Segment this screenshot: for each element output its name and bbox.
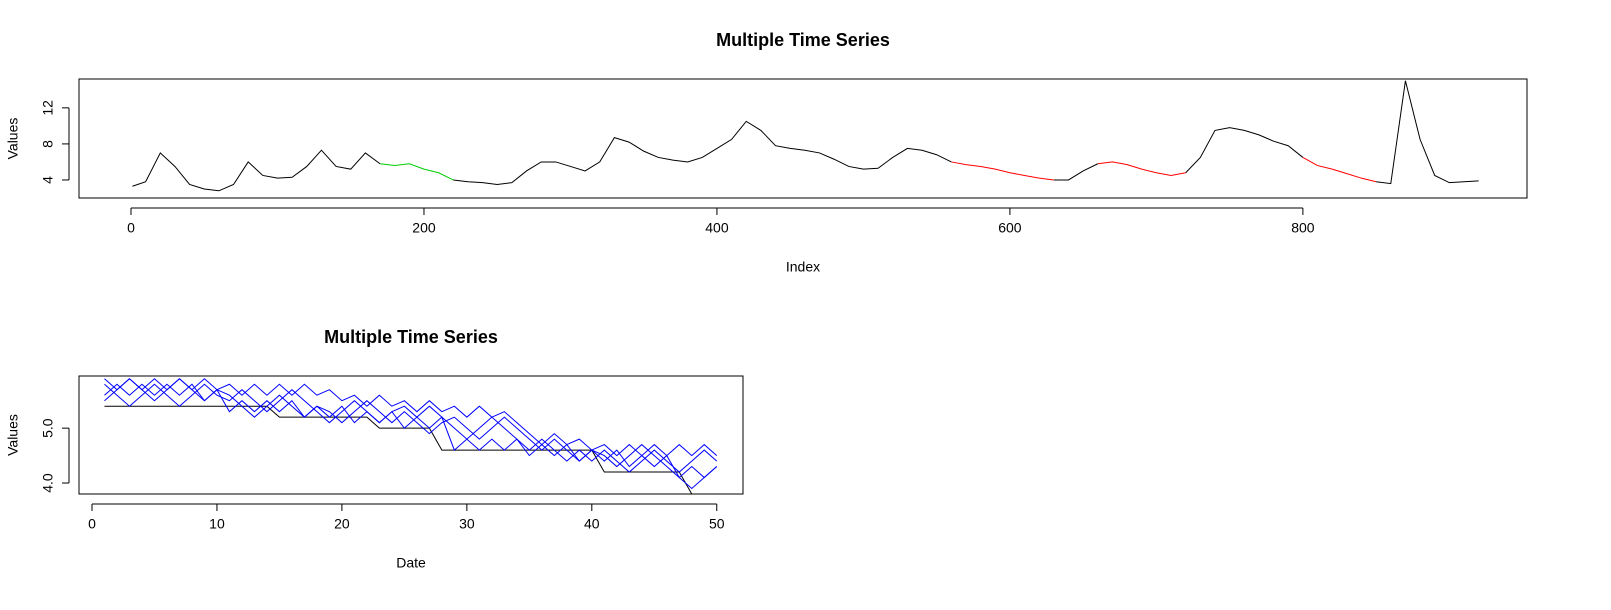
x-tick-label: 0 xyxy=(88,516,96,532)
y-tick-label: 5.0 xyxy=(40,418,56,438)
chart-title: Multiple Time Series xyxy=(716,30,890,50)
y-tick-label: 12 xyxy=(40,100,56,116)
plot-box xyxy=(78,375,744,495)
series-line xyxy=(1053,163,1099,181)
y-axis-label: Values xyxy=(5,118,21,160)
x-tick-label: 20 xyxy=(334,516,350,532)
y-axis-label: Values xyxy=(5,414,21,456)
series-line xyxy=(1302,156,1377,183)
series-line xyxy=(104,405,717,495)
series-line xyxy=(104,383,718,479)
x-axis-label: Index xyxy=(786,259,820,275)
series-line xyxy=(1097,161,1186,176)
x-tick-label: 200 xyxy=(412,220,436,236)
y-tick-label: 8 xyxy=(40,140,56,148)
plot-box xyxy=(78,78,1528,199)
series-line xyxy=(104,378,718,457)
x-tick-label: 0 xyxy=(127,220,135,236)
x-tick-label: 800 xyxy=(1291,220,1315,236)
y-tick-label: 4 xyxy=(40,176,56,184)
y-tick-label: 4.0 xyxy=(40,473,56,493)
series-line xyxy=(104,383,718,473)
chart-title: Multiple Time Series xyxy=(324,327,498,347)
x-axis-label: Date xyxy=(396,555,426,571)
series-line xyxy=(132,149,381,192)
series-line xyxy=(453,120,952,185)
series-line xyxy=(1376,80,1479,185)
x-tick-label: 50 xyxy=(709,516,725,532)
series-line xyxy=(379,163,454,181)
x-tick-label: 400 xyxy=(705,220,729,236)
x-tick-label: 600 xyxy=(998,220,1022,236)
x-tick-label: 10 xyxy=(209,516,225,532)
series-line xyxy=(951,161,1054,181)
series-line xyxy=(104,378,718,490)
series-line xyxy=(1185,127,1304,174)
x-tick-label: 40 xyxy=(584,516,600,532)
x-tick-label: 30 xyxy=(459,516,475,532)
